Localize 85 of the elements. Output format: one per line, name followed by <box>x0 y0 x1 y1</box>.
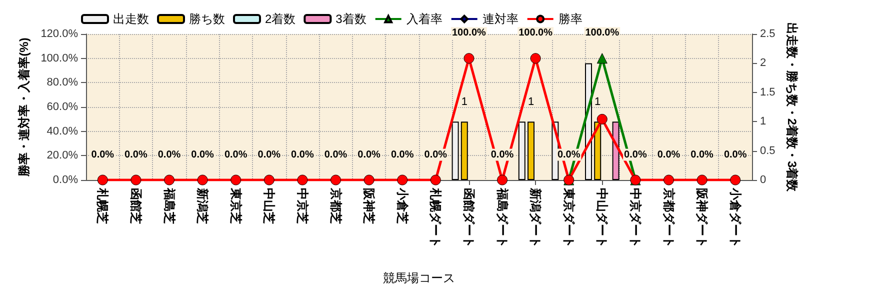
point <box>730 174 741 186</box>
point <box>596 114 608 124</box>
data-label: 1 <box>594 96 601 108</box>
data-label: 1 <box>461 96 468 108</box>
data-label: 0.0% <box>124 149 148 160</box>
point <box>696 174 708 186</box>
x-tick-label: 小倉ダート <box>728 187 742 248</box>
x-tick-label: 阪神芝 <box>362 188 376 224</box>
x-tick-label: 京都芝 <box>328 187 343 224</box>
point <box>297 174 308 186</box>
data-label: 0.0% <box>657 149 680 160</box>
data-label: 100.0% <box>518 28 553 39</box>
data-label: 0.0% <box>224 149 248 160</box>
data-label: 100.0% <box>452 28 486 39</box>
y2-tick-label: 0.5 <box>760 144 776 157</box>
point <box>130 174 142 186</box>
y2-axis-title: 出走数・勝ち数・2着数・3着数 <box>785 22 800 193</box>
x-tick-label: 福島芝 <box>162 187 176 224</box>
data-label: 100.0% <box>585 28 620 39</box>
y2-tick-label: 0 <box>760 174 766 186</box>
legend-label: 入着率 <box>406 12 442 26</box>
legend-label: 2着数 <box>265 12 296 26</box>
x-tick-label: 中山芝 <box>262 188 276 224</box>
legend-label: 3着数 <box>336 12 366 26</box>
point <box>430 174 441 186</box>
legend-label: 連対率 <box>482 12 518 26</box>
x-tick-label: 中京芝 <box>295 188 310 224</box>
x-tick-label: 東京芝 <box>228 187 243 224</box>
point <box>530 53 541 64</box>
data-label: 0.0% <box>424 149 448 160</box>
point <box>464 53 474 64</box>
legend-label: 出走数 <box>113 12 149 26</box>
x-tick-label: 東京ダート <box>562 187 576 248</box>
data-label: 0.0% <box>191 149 214 160</box>
y-tick-label: 0.0% <box>52 174 78 186</box>
data-label: 0.0% <box>724 149 747 160</box>
data-label: 0.0% <box>291 149 314 160</box>
x-tick-label: 阪神ダート <box>695 188 710 248</box>
x-tick-label: 新潟ダート <box>528 187 543 248</box>
data-label: 0.0% <box>624 149 647 160</box>
x-tick-label: 新潟芝 <box>196 187 210 224</box>
data-label: 0.0% <box>358 149 381 160</box>
point <box>397 174 408 186</box>
y-tick-label: 20.0% <box>46 150 78 162</box>
data-label: 0.0% <box>690 149 714 160</box>
point <box>596 53 608 64</box>
data-label: 0.0% <box>258 149 281 160</box>
x-tick-label: 函館芝 <box>128 188 143 224</box>
point <box>664 174 674 186</box>
x-tick-label: 札幌芝 <box>96 187 110 224</box>
y-tick-label: 40.0% <box>46 125 78 138</box>
x-tick-label: 中京ダート <box>628 188 642 248</box>
y2-tick-label: 1.5 <box>760 86 776 98</box>
x-tick-label: 京都ダート <box>662 187 676 248</box>
y-tick-label: 120.0% <box>40 28 78 40</box>
y2-tick-label: 2 <box>760 57 766 70</box>
data-label: 1 <box>528 96 534 108</box>
x-tick-label: 小倉芝 <box>395 187 410 224</box>
legend-label: 勝ち数 <box>189 12 225 26</box>
data-label: 0.0% <box>390 149 414 160</box>
x-tick-label: 札幌ダート <box>428 187 443 248</box>
point <box>497 174 508 186</box>
y-axis-title: 勝率・連対率・入着率(%) <box>16 38 31 178</box>
y-tick-label: 60.0% <box>46 101 78 113</box>
legend-label: 勝率 <box>558 12 582 26</box>
y2-tick-label: 2.5 <box>760 28 776 40</box>
data-label: 0.0% <box>557 149 580 160</box>
point <box>197 174 208 186</box>
data-label: 0.0% <box>91 149 114 160</box>
data-label: 0.0% <box>324 149 348 160</box>
y-tick-label: 100.0% <box>40 52 78 64</box>
x-tick-label: 中山ダート <box>595 188 610 248</box>
x-tick-label: 福島ダート <box>495 187 510 248</box>
point <box>364 174 374 186</box>
data-label: 0.0% <box>158 149 181 160</box>
data-label: 0.0% <box>490 149 514 160</box>
y2-tick-label: 1 <box>760 116 766 128</box>
x-axis-title: 競馬場コース <box>383 271 455 285</box>
x-tick-label: 函館ダート <box>462 188 476 248</box>
y-tick-label: 80.0% <box>46 76 78 89</box>
point <box>230 174 242 186</box>
point <box>97 174 108 186</box>
point <box>264 174 274 186</box>
point <box>164 174 174 186</box>
point <box>330 174 341 186</box>
